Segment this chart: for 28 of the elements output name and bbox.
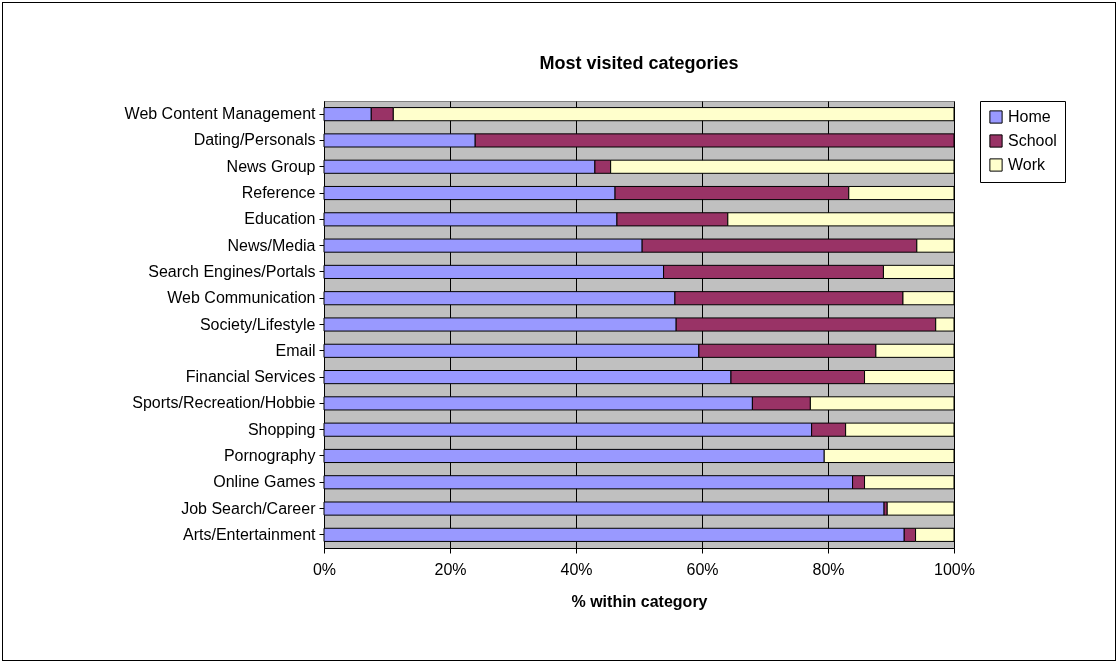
x-tick-label: 0% <box>312 560 337 578</box>
y-tick-label: News/Media <box>227 236 316 254</box>
x-tick-label: 80% <box>812 560 845 578</box>
y-tick-label: Shopping <box>247 420 316 438</box>
y-tick-label: Search Engines/Portals <box>148 262 316 280</box>
legend-label: Home <box>1008 108 1051 125</box>
y-tick-label: Web Communication <box>167 289 316 307</box>
y-tick-label: Dating/Personals <box>193 131 316 149</box>
chart-title: Most visited categories <box>539 52 739 73</box>
legend-label: School <box>1008 132 1057 149</box>
y-tick-label: Education <box>244 210 316 228</box>
x-tick-label: 100% <box>934 560 975 578</box>
x-tick-label: 20% <box>434 560 467 578</box>
y-tick-label: Web Content Management <box>124 105 317 123</box>
y-tick-label: Pornography <box>223 446 316 464</box>
x-axis-title: % within category <box>571 592 708 610</box>
y-tick-label: Job Search/Career <box>181 499 317 517</box>
y-tick-label: Financial Services <box>185 368 316 386</box>
y-tick-label: Email <box>275 341 316 359</box>
x-tick-label: 60% <box>686 560 719 578</box>
y-tick-label: Arts/Entertainment <box>183 525 317 543</box>
y-tick-label: News Group <box>226 157 316 175</box>
legend-label: Work <box>1008 156 1047 173</box>
y-tick-label: Online Games <box>213 473 316 491</box>
y-tick-label: Sports/Recreation/Hobbie <box>132 394 316 412</box>
y-tick-label: Society/Lifestyle <box>199 315 316 333</box>
x-tick-label: 40% <box>560 560 593 578</box>
y-tick-label: Reference <box>241 184 316 202</box>
